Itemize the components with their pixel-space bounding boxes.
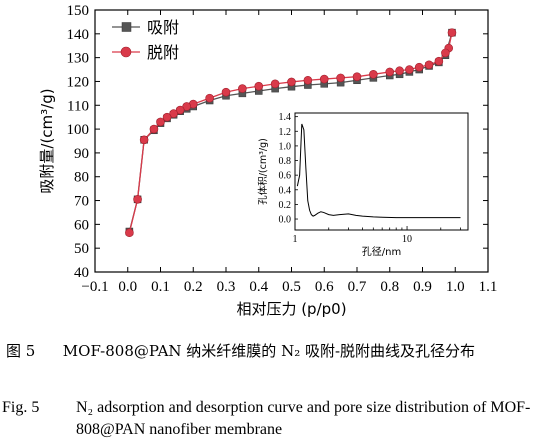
desorption-point [254, 81, 264, 91]
desorption-point [434, 56, 444, 66]
x-tick-label: 0.8 [380, 279, 399, 295]
desorption-point [352, 72, 362, 81]
inset-y-tick-label: 0.8 [279, 156, 292, 167]
caption-cn-label: 图 5 [6, 342, 36, 360]
y-tick-label: 70 [74, 194, 89, 210]
legend-label-2: 脱附 [147, 43, 179, 62]
inset-x-tick-label: 1 [293, 234, 298, 245]
y-tick-label: 130 [67, 51, 90, 67]
y-tick-label: 140 [67, 27, 90, 43]
x-tick-label: 0.5 [282, 279, 301, 295]
desorption-point [319, 74, 329, 84]
x-tick-label: 0.6 [315, 279, 334, 295]
desorption-point [369, 70, 378, 79]
x-tick-label: 0.0 [118, 279, 137, 295]
figure-caption-en: Fig. 5 N₂ adsorption and desorption curv… [0, 397, 537, 441]
x-axis-label: 相对压力 (p/p0) [236, 300, 346, 318]
y-tick-label: 150 [67, 3, 90, 19]
x-tick-label: 0.4 [249, 279, 268, 295]
x-tick-label: 0.3 [217, 279, 236, 295]
desorption-point [125, 228, 134, 237]
desorption-point [424, 60, 434, 70]
caption-en-label: Fig. 5 [2, 399, 40, 416]
inset-y-axis-label: 孔体积/(cm³/g) [257, 138, 269, 205]
x-tick-label: 1.1 [479, 279, 498, 295]
y-tick-label: 40 [74, 265, 89, 281]
desorption-point [139, 135, 149, 145]
y-tick-label: 100 [67, 122, 90, 138]
inset-x-tick-label: 10 [402, 234, 412, 245]
y-tick-label: 120 [67, 74, 90, 90]
y-axis-label: 吸附量/(cm³/g) [38, 88, 56, 193]
y-tick-label: 90 [74, 146, 89, 162]
x-tick-label: 0.9 [413, 279, 432, 295]
desorption-point [441, 48, 450, 58]
y-tick-label: 110 [67, 98, 89, 114]
inset-y-tick-label: 0.6 [279, 171, 292, 182]
legend-marker-circle [120, 46, 132, 58]
desorption-point [238, 84, 247, 93]
inset-y-tick-label: 0.4 [279, 185, 292, 196]
desorption-point [287, 77, 296, 87]
inset-y-tick-label: 1.2 [279, 127, 292, 138]
x-tick-label: 0.2 [184, 279, 203, 295]
desorption-point [133, 195, 142, 204]
inset-y-tick-label: 1.0 [279, 141, 292, 152]
desorption-point [169, 109, 178, 118]
y-tick-label: 60 [74, 217, 89, 233]
inset-y-tick-label: 0.2 [279, 200, 292, 211]
legend-label-1: 吸附 [147, 18, 179, 37]
x-tick-label: 0.1 [151, 279, 170, 295]
inset-y-tick-label: 1.4 [279, 112, 292, 123]
desorption-point [175, 105, 185, 115]
x-tick-label: 1.0 [446, 279, 465, 295]
desorption-point [336, 73, 345, 83]
main-plot-area: −0.1 0.0 0.1 0.2 0.3 0.4 0.5 0.6 0.7 0.8 0.9 1.0 1.1… [38, 3, 497, 318]
desorption-point [414, 62, 424, 72]
desorption-point [385, 67, 395, 77]
y-tick-label: 80 [74, 170, 89, 186]
desorption-point [303, 75, 313, 85]
desorption-point [395, 66, 404, 76]
caption-cn-text: MOF-808@PAN 纳米纤维膜的 N₂ 吸附-脱附曲线及孔径分布 [62, 342, 476, 360]
x-tick-label: 0.7 [348, 279, 367, 295]
isotherm-figure: −0.1 0.0 0.1 0.2 0.3 0.4 0.5 0.6 0.7 0.8 0.9 1.0 1.1… [38, 3, 497, 318]
desorption-point [405, 65, 414, 74]
desorption-point [270, 79, 280, 89]
desorption-point [205, 93, 214, 103]
figure-caption-cn: 图 5 MOF-808@PAN 纳米纤维膜的 N₂ 吸附-脱附曲线及孔径分布 [0, 340, 537, 362]
inset-frame [294, 112, 469, 231]
desorption-point [182, 102, 191, 111]
desorption-point [156, 117, 165, 127]
inset-y-tick-label: 0.0 [279, 215, 292, 226]
desorption-point [221, 87, 231, 97]
desorption-point [447, 28, 457, 37]
x-tick-label: −0.1 [81, 279, 108, 295]
inset-x-axis-label: 孔径/nm [362, 245, 401, 258]
pore-size-curve [296, 123, 461, 219]
desorption-point [162, 112, 172, 122]
y-tick-label: 50 [74, 241, 89, 257]
desorption-point [149, 124, 159, 134]
legend-marker-square [121, 22, 132, 32]
caption-en-text: N₂ adsorption and desorption curve and p… [76, 399, 531, 438]
